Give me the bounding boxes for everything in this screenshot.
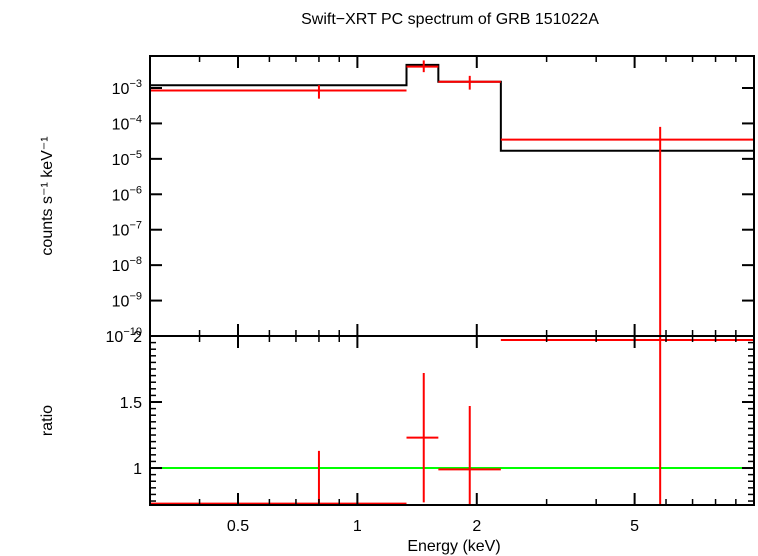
y-axis-label-spectrum: counts s⁻¹ keV⁻¹	[39, 136, 56, 255]
y-tick-label-spectrum-3: 10−5	[112, 149, 142, 169]
y-tick-label-spectrum-5: 10−7	[112, 220, 142, 240]
y-tick-label-ratio-2: 1.5	[120, 395, 142, 412]
x-tick-label-1: 0.5	[227, 518, 249, 535]
y-tick-label-ratio-3: 2	[133, 329, 142, 346]
y-axis-label-ratio: ratio	[39, 405, 56, 436]
spectrum-panel-frame	[149, 55, 755, 337]
y-tick-label-spectrum-2: 10−4	[112, 113, 142, 133]
chart-title: Swift−XRT PC spectrum of GRB 151022A	[301, 11, 599, 28]
x-tick-label-4: 5	[630, 518, 639, 535]
y-tick-label-spectrum-8: 10−10	[106, 326, 142, 346]
y-tick-label-spectrum-4: 10−6	[112, 184, 142, 204]
y-tick-label-ratio-1: 1	[133, 461, 142, 478]
x-tick-label-3: 2	[472, 518, 481, 535]
y-tick-label-spectrum-7: 10−9	[112, 291, 142, 311]
y-tick-label-spectrum-1: 10−3	[112, 78, 142, 98]
ratio-panel-frame	[149, 335, 755, 506]
y-tick-label-spectrum-6: 10−8	[112, 255, 142, 275]
x-tick-label-2: 1	[353, 518, 362, 535]
x-axis-label: Energy (keV)	[407, 538, 500, 555]
model-step-line	[150, 63, 754, 152]
